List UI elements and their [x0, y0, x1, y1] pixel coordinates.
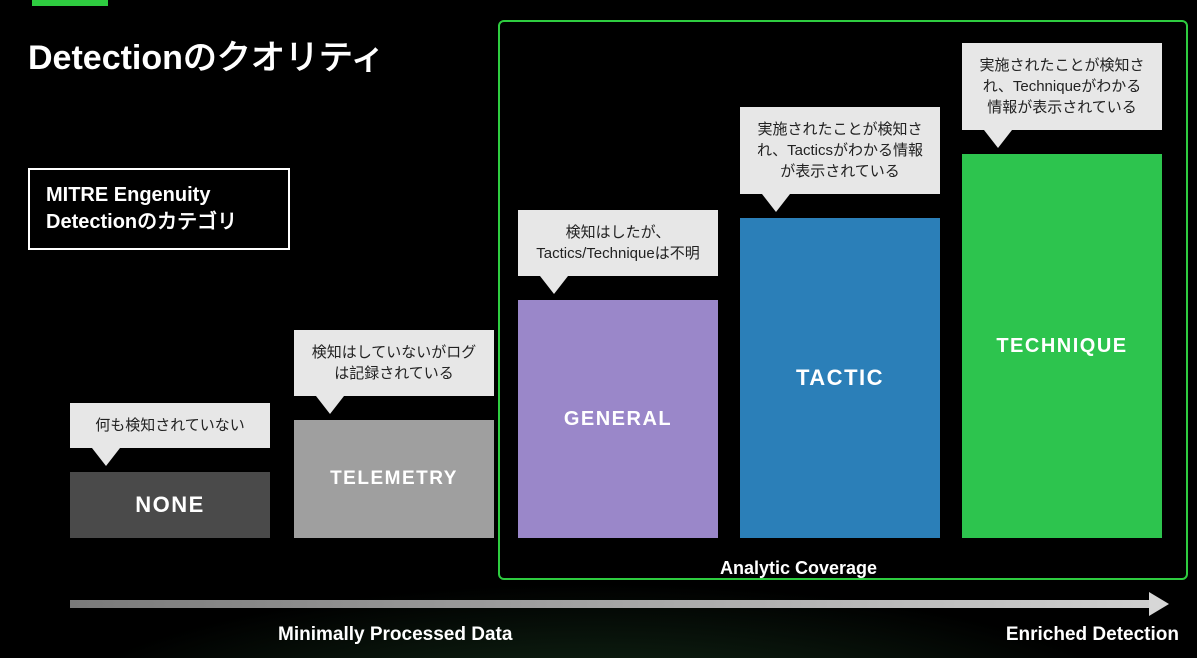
slide-root: Detectionのクオリティ MITRE Engenuity Detectio…	[0, 0, 1197, 658]
axis-label-right: Enriched Detection	[1006, 624, 1179, 646]
analytic-coverage-label: Analytic Coverage	[720, 558, 877, 579]
callout-telemetry: 検知はしていないがログは記録されている	[294, 330, 494, 396]
axis-label-left: Minimally Processed Data	[278, 624, 512, 646]
bar-label-general: GENERAL	[564, 408, 672, 431]
detection-bar-chart: NONE 何も検知されていない TELEMETRY 検知はしていないがログは記録…	[70, 118, 1160, 538]
callout-general: 検知はしたが、Tactics/Techniqueは不明	[518, 210, 718, 276]
bar-general: GENERAL	[518, 300, 718, 538]
bar-tactic: TACTIC	[740, 218, 940, 538]
bar-technique: TECHNIQUE	[962, 154, 1162, 538]
bar-telemetry: TELEMETRY	[294, 420, 494, 538]
callout-technique: 実施されたことが検知され、Techniqueがわかる情報が表示されている	[962, 43, 1162, 130]
bar-label-tactic: TACTIC	[796, 365, 884, 391]
page-title: Detectionのクオリティ	[28, 30, 385, 79]
bar-none: NONE	[70, 472, 270, 538]
axis-arrow-head-icon	[1149, 592, 1169, 616]
callout-none: 何も検知されていない	[70, 403, 270, 448]
bar-label-telemetry: TELEMETRY	[330, 468, 458, 490]
axis-arrow	[70, 596, 1165, 612]
accent-bar	[32, 0, 108, 6]
bar-label-technique: TECHNIQUE	[996, 335, 1127, 358]
callout-tactic: 実施されたことが検知され、Tacticsがわかる情報が表示されている	[740, 107, 940, 194]
axis-line	[70, 600, 1153, 608]
bar-label-none: NONE	[135, 492, 205, 518]
